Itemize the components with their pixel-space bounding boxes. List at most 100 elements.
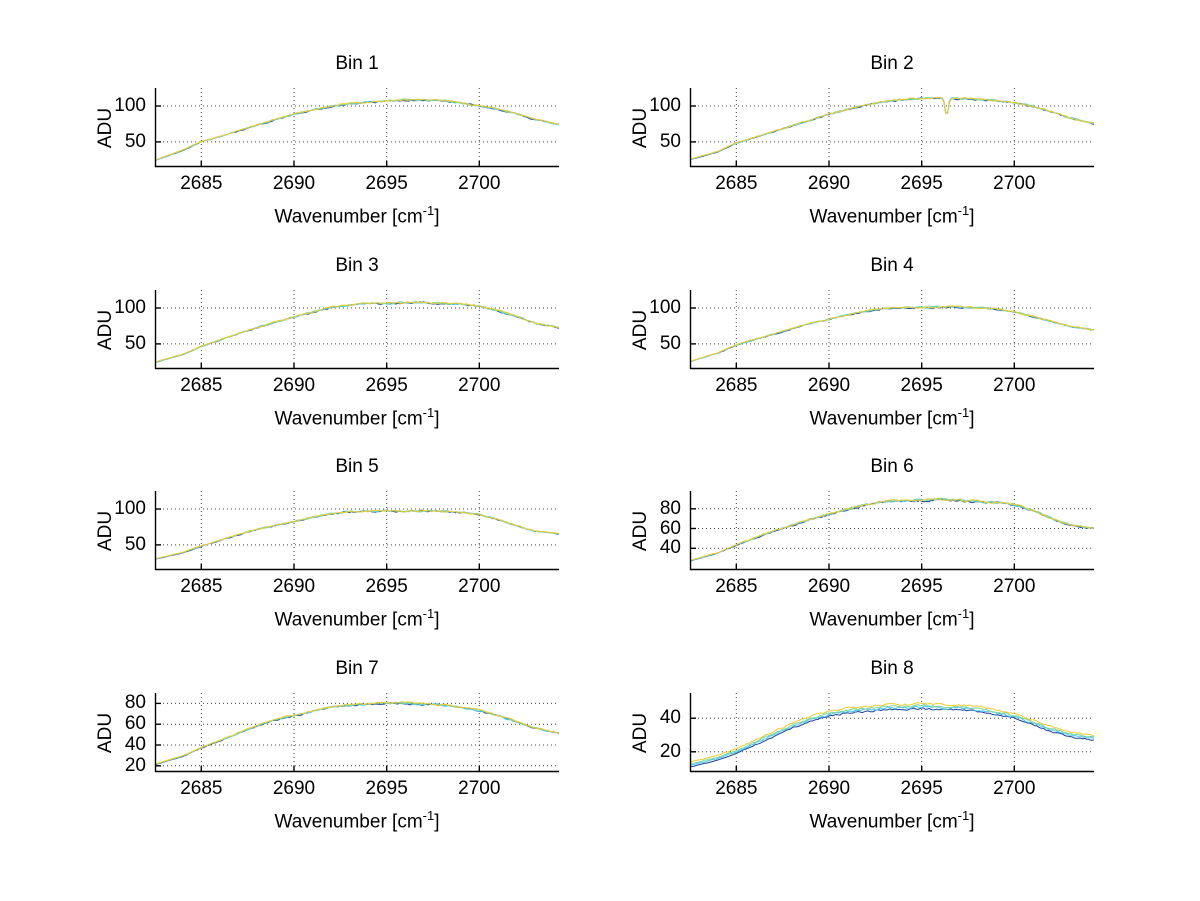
series-green-line: [154, 509, 560, 560]
series-cyan-line: [689, 705, 1095, 766]
x-axis-label-superscript: -1: [957, 405, 970, 420]
x-axis-label-text: Wavenumber [cm: [274, 408, 423, 430]
x-tick-label: 2700: [993, 778, 1036, 799]
x-tick-label: 2695: [365, 778, 408, 799]
y-tick-label: 60: [124, 713, 146, 735]
x-tick-label: 2695: [900, 778, 943, 799]
series-navy-line: [689, 305, 1094, 363]
plot-title: Bin 3: [335, 255, 379, 276]
x-axis-label: Wavenumber [cm-1]: [155, 401, 559, 431]
series-cyan-line: [154, 509, 560, 560]
x-tick-label: 2695: [365, 173, 408, 194]
x-axis-label-bracket: ]: [969, 206, 975, 228]
x-tick-label: 2685: [180, 778, 223, 799]
series-gold-line: [689, 305, 1095, 362]
x-axis-label-bracket: ]: [434, 609, 440, 631]
series-gold-line: [689, 96, 1095, 160]
x-tick-label: 2695: [365, 375, 408, 396]
plot-area: [689, 290, 1095, 370]
x-tick-label: 2690: [807, 576, 851, 597]
x-axis-label: Wavenumber [cm-1]: [155, 199, 559, 229]
x-axis-label-bracket: ]: [969, 408, 975, 430]
series-gold-line: [689, 497, 1095, 561]
series-gold-line: [689, 701, 1095, 763]
y-tick-label: 80: [659, 497, 681, 519]
series-green-line: [689, 497, 1095, 562]
y-tick-label: 40: [124, 733, 146, 755]
plot-area: [154, 290, 560, 370]
x-axis-label-text: Wavenumber [cm: [809, 811, 958, 833]
subplot-bin-6: Bin 6 ADU Wavenumber [cm-1] 40 60 80 2685 26…: [595, 443, 1095, 645]
x-tick-label: 2700: [993, 375, 1036, 396]
x-tick-label: 2690: [272, 375, 316, 396]
x-axis-label: Wavenumber [cm-1]: [690, 401, 1094, 431]
x-axis-label-superscript: -1: [422, 405, 435, 420]
x-tick-label: 2685: [180, 173, 223, 194]
subplot-bin-1: Bin 1 ADU Wavenumber [cm-1] 50 100 2685 269…: [60, 40, 560, 242]
plot-area: [154, 693, 560, 773]
y-tick-label: 100: [114, 296, 146, 318]
y-tick-label: 100: [114, 94, 146, 116]
y-tick-label: 40: [659, 707, 681, 729]
x-tick-label: 2700: [458, 375, 501, 396]
x-tick-label: 2700: [993, 576, 1036, 597]
x-axis-label: Wavenumber [cm-1]: [155, 602, 559, 632]
plot-area: [154, 491, 560, 571]
plot-area: [689, 88, 1095, 168]
subplot-bin-7: Bin 7 ADU Wavenumber [cm-1] 20 40 60 80 2685…: [60, 645, 560, 847]
y-tick-label: 60: [659, 517, 681, 539]
x-axis-label: Wavenumber [cm-1]: [155, 804, 559, 834]
x-tick-label: 2685: [180, 576, 223, 597]
series-green-line: [154, 98, 560, 161]
x-tick-label: 2690: [272, 173, 316, 194]
x-axis-label-text: Wavenumber [cm: [274, 609, 423, 631]
y-tick-label: 40: [659, 537, 681, 559]
x-axis-label: Wavenumber [cm-1]: [690, 199, 1094, 229]
x-axis-label-superscript: -1: [957, 808, 970, 823]
series-gold-line: [154, 701, 560, 765]
series-gold-line: [154, 301, 560, 363]
plot-area: [689, 491, 1095, 571]
plot-area: [154, 88, 560, 168]
series-cyan-line: [154, 701, 560, 765]
y-tick-label: 20: [659, 740, 681, 762]
y-tick-label: 50: [659, 130, 681, 152]
x-tick-label: 2690: [807, 173, 851, 194]
x-axis-label-bracket: ]: [434, 206, 440, 228]
x-tick-label: 2685: [715, 375, 758, 396]
x-tick-label: 2690: [272, 778, 316, 799]
series-cyan-line: [689, 305, 1095, 363]
x-axis-label-superscript: -1: [957, 203, 970, 218]
x-axis-label-superscript: -1: [957, 606, 970, 621]
x-tick-label: 2700: [993, 173, 1036, 194]
x-tick-label: 2685: [715, 778, 758, 799]
x-tick-label: 2690: [807, 778, 851, 799]
x-tick-label: 2695: [365, 576, 408, 597]
x-axis-label-superscript: -1: [422, 203, 435, 218]
y-tick-label: 50: [124, 130, 146, 152]
x-tick-label: 2690: [272, 576, 316, 597]
x-tick-label: 2695: [900, 576, 943, 597]
series-gold-line: [154, 509, 560, 560]
y-tick-label: 100: [114, 497, 146, 519]
plot-area: [689, 693, 1095, 773]
subplot-bin-3: Bin 3 ADU Wavenumber [cm-1] 50 100 2685 269…: [60, 242, 560, 444]
series-green-line: [154, 301, 559, 363]
series-green-line: [689, 305, 1095, 363]
x-tick-label: 2685: [715, 576, 758, 597]
series-navy-line: [689, 707, 1095, 768]
plot-title: Bin 5: [335, 456, 379, 477]
x-axis-label-superscript: -1: [422, 808, 435, 823]
x-axis-label-text: Wavenumber [cm: [274, 206, 423, 228]
x-tick-label: 2695: [900, 173, 943, 194]
x-tick-label: 2690: [807, 375, 851, 396]
subplot-bin-4: Bin 4 ADU Wavenumber [cm-1] 50 100 2685 269…: [595, 242, 1095, 444]
series-gold-line: [154, 98, 560, 161]
subplot-bin-2: Bin 2 ADU Wavenumber [cm-1] 50 100 2685 269…: [595, 40, 1095, 242]
x-axis-label-bracket: ]: [434, 811, 440, 833]
x-axis-label-text: Wavenumber [cm: [809, 609, 958, 631]
x-tick-label: 2695: [900, 375, 943, 396]
y-tick-label: 50: [659, 332, 681, 354]
plot-title: Bin 7: [335, 658, 379, 679]
